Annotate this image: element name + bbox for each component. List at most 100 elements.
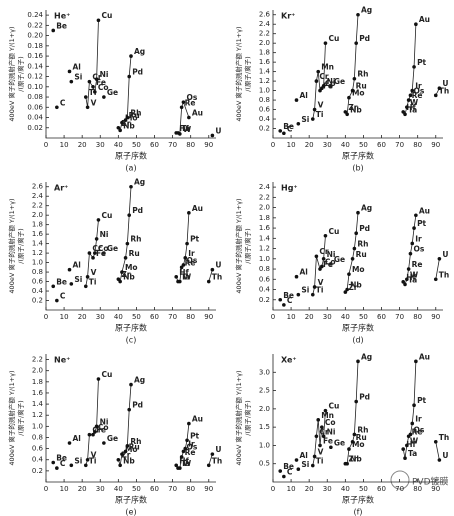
x-tick-label: 70: [395, 141, 404, 149]
y-tick-label: 0.08: [27, 93, 43, 101]
x-tick-label: 0: [44, 313, 48, 321]
data-point: [401, 280, 406, 284]
y-axis-title: /(原子/离子): [243, 400, 252, 435]
point-label: U: [442, 250, 448, 259]
data-point: [181, 263, 186, 267]
point-label: Si: [301, 115, 309, 124]
x-tick-label: 80: [186, 141, 195, 149]
point-label: Be: [56, 277, 67, 286]
data-point: [51, 284, 56, 289]
point-label: W: [410, 98, 419, 107]
point-label: Nb: [350, 281, 362, 290]
point-label: Mo: [125, 263, 138, 272]
x-axis-title: 原子序数: [342, 151, 374, 161]
data-point: [116, 457, 121, 462]
data-point: [179, 105, 184, 110]
data-point: [127, 407, 131, 412]
data-point: [118, 279, 122, 284]
y-axis-title: 400eV 离子的溅射产额 Y/(1+γ): [7, 26, 16, 121]
point-label: Ta: [181, 273, 190, 282]
point-label: Ge: [334, 438, 345, 447]
panel-label: (f): [353, 508, 362, 516]
point-label: Re: [185, 258, 196, 267]
y-tick-label: 0.2: [259, 125, 270, 133]
data-point: [210, 267, 215, 272]
data-point: [406, 267, 411, 271]
data-point: [414, 213, 418, 218]
point-label: Cr: [92, 73, 102, 82]
data-point: [282, 131, 286, 136]
data-point: [323, 41, 328, 45]
point-label: Zr: [348, 103, 357, 112]
point-label: Pt: [417, 396, 426, 405]
point-label: Cr: [319, 427, 329, 436]
data-point: [329, 84, 333, 88]
data-point: [129, 184, 133, 189]
data-point: [51, 28, 56, 33]
point-label: C: [287, 296, 293, 305]
y-tick-label: 2.6: [259, 11, 271, 19]
y-tick-label: 1.5: [259, 423, 270, 431]
watermark-text: PVD镀膜: [412, 476, 449, 488]
series-line: [435, 258, 440, 280]
point-label: V: [318, 278, 324, 287]
point-label: Re: [412, 427, 423, 436]
data-point: [354, 231, 358, 235]
x-tick-label: 10: [287, 141, 296, 149]
x-tick-label: 90: [431, 141, 440, 149]
y-tick-label: 0.8: [32, 268, 43, 276]
data-point: [83, 284, 88, 289]
point-label: Si: [301, 460, 309, 469]
data-point: [69, 463, 74, 468]
point-label: Fe: [96, 426, 106, 435]
y-tick-label: 0.20: [27, 32, 43, 40]
y-tick-label: 0.16: [27, 52, 43, 60]
axis-frame: [45, 182, 216, 311]
point-label: Ru: [356, 82, 367, 91]
data-point: [296, 121, 301, 126]
data-point: [345, 112, 349, 117]
data-point: [310, 292, 315, 297]
point-label: Nb: [350, 455, 362, 464]
panel-label: (c): [126, 336, 137, 345]
y-tick-label: 2.0: [259, 204, 270, 212]
point-label: Ag: [361, 6, 372, 15]
data-point: [93, 430, 97, 434]
point-label: Cu: [101, 211, 112, 220]
point-label: Rh: [130, 235, 141, 244]
x-tick-label: 50: [132, 485, 141, 493]
data-point: [437, 458, 442, 462]
data-point: [406, 98, 411, 102]
x-axis-title: 原子序数: [342, 495, 374, 505]
x-tick-label: 0: [271, 485, 275, 493]
point-label: Zr: [348, 283, 357, 292]
point-label: V: [91, 268, 97, 277]
point-label: Pt: [190, 235, 199, 244]
y-tick-label: 0.4: [259, 286, 271, 294]
data-point: [93, 251, 97, 255]
data-point: [185, 438, 189, 443]
y-tick-label: 0.2: [259, 296, 270, 304]
data-point: [178, 466, 182, 470]
point-label: Pd: [359, 224, 370, 233]
point-label: Al: [73, 62, 81, 71]
data-point: [67, 441, 72, 445]
point-label: Ru: [129, 111, 140, 120]
data-point: [125, 241, 130, 246]
point-label: C: [287, 124, 293, 133]
y-tick-label: 0.14: [27, 62, 43, 70]
watermark-icon: [390, 470, 410, 490]
data-point: [87, 432, 92, 437]
y-tick-label: 1.2: [259, 77, 270, 85]
point-label: Au: [192, 204, 203, 213]
point-label: Cr: [92, 426, 102, 435]
point-label: Cr: [92, 244, 102, 253]
point-label: Ta: [408, 275, 417, 284]
point-label: U: [442, 451, 448, 460]
x-tick-label: 80: [186, 485, 195, 493]
x-tick-label: 20: [305, 313, 314, 321]
data-point: [401, 447, 406, 451]
data-point: [296, 292, 301, 297]
x-tick-label: 70: [395, 485, 404, 493]
